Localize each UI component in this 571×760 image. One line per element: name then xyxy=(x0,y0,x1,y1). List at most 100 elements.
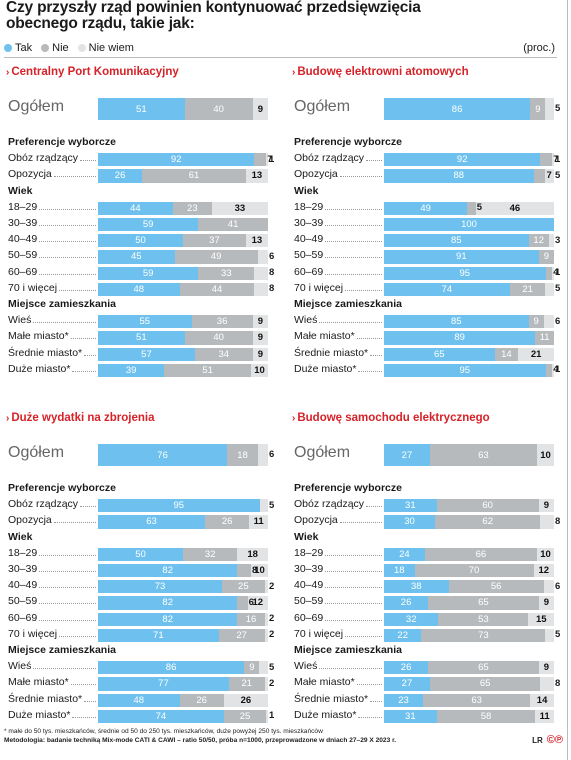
row-bar-seg-tak: 85 xyxy=(384,234,529,248)
row-bar: 73 25 xyxy=(98,580,268,594)
row-bar: 71 27 xyxy=(98,628,268,642)
row-label-text: 60–69 xyxy=(294,611,326,624)
row-bar: 82 16 xyxy=(98,612,268,626)
row-bar: 39 51 10 xyxy=(98,363,268,377)
dot-leader xyxy=(84,347,96,356)
row-bar: 82 12 xyxy=(98,596,268,610)
row-label: 18–29 xyxy=(8,546,96,559)
row-bar-seg-nie-wiem xyxy=(266,153,268,167)
row-bar: 31 60 9 xyxy=(384,499,554,513)
row-label-text: 60–69 xyxy=(294,265,326,278)
row-bar-seg-tak: 92 xyxy=(384,153,541,167)
row-label-text: 40–49 xyxy=(8,233,40,246)
dot-leader xyxy=(345,628,382,637)
row-bar: 95 xyxy=(384,363,554,377)
top-divider xyxy=(4,57,557,58)
dot-leader xyxy=(39,595,96,605)
row-label-text: 40–49 xyxy=(294,233,326,246)
row-label: 30–39 xyxy=(8,217,96,229)
row-bar: 26 61 13 xyxy=(98,169,268,183)
row-bar: 18 70 12 xyxy=(384,564,554,578)
row-bar-seg-nie: 16 xyxy=(237,612,265,626)
row-bar: 51 40 9 xyxy=(98,331,268,345)
row-bar-seg-tak: 32 xyxy=(384,612,439,626)
row-label-text: 60–69 xyxy=(8,611,40,624)
row-label-text: 30–39 xyxy=(294,563,326,575)
row-bar-seg-tak: 88 xyxy=(384,169,534,183)
row-bar: 50 37 13 xyxy=(98,234,268,248)
row-bar-seg-tak: 95 xyxy=(384,363,546,377)
row-bar-seg-nie-wiem xyxy=(540,515,554,529)
dot-leader xyxy=(39,563,96,572)
row-label-text: Obóz rządzący xyxy=(294,498,367,511)
row-bar: 45 49 xyxy=(98,250,268,264)
row-bar: 91 9 xyxy=(384,250,554,264)
dot-leader xyxy=(319,314,382,324)
row-bar-seg-nie: 49 xyxy=(174,250,258,264)
row-bar-seg-nie: 37 xyxy=(183,234,246,248)
row-bar: 26 65 9 xyxy=(384,596,554,610)
row-bar-seg-nie: 32 xyxy=(183,547,238,561)
row-bar-seg-tak: 82 xyxy=(98,612,238,626)
row-bar: 48 26 26 xyxy=(98,693,268,707)
row-label-text: 70 i więcej xyxy=(294,281,346,294)
row-bar: 77 21 xyxy=(98,677,268,691)
row-bar-seg-tak: 92 xyxy=(98,153,255,167)
row-bar-seg-tak: 26 xyxy=(98,169,143,183)
row-label: Średnie miasto* xyxy=(294,346,382,359)
row-bar-seg-tak: 31 xyxy=(384,499,437,513)
row-bar-label-nie-wiem: 5 xyxy=(269,661,275,673)
panel-title-text: Budowę elektrowni atomowych xyxy=(297,66,469,78)
row-bar-seg-nie-wiem xyxy=(540,677,554,691)
row-label-text: 50–59 xyxy=(8,249,40,262)
dot-leader xyxy=(53,168,96,178)
row-bar-seg-tak: 63 xyxy=(98,515,206,529)
row-bar: 49 46 xyxy=(384,201,554,215)
row-bar-seg-nie-wiem xyxy=(545,628,554,642)
panel-3: › Duże wydatki na zbrojenia Ogółem 76 18 6 Pre… xyxy=(6,412,278,732)
row-bar-label-nie-wiem: 5 xyxy=(555,629,561,641)
dot-leader xyxy=(70,676,96,686)
row-bar-seg-tak: 85 xyxy=(384,315,529,329)
group-label: Wiek xyxy=(294,530,319,543)
row-bar: 89 11 xyxy=(384,331,554,345)
group-label: Miejsce zamieszkania xyxy=(294,644,402,656)
footer: * małe do 50 tys. mieszkańców, średnie o… xyxy=(4,727,396,745)
dot-leader xyxy=(325,266,382,275)
row-label-text: 50–59 xyxy=(294,249,326,262)
overall-bar: 51 40 9 xyxy=(98,98,268,120)
row-label: 30–39 xyxy=(294,217,382,229)
row-label: Wieś xyxy=(294,314,382,327)
row-label: Wieś xyxy=(8,314,96,327)
row-bar-seg-tak: 50 xyxy=(98,547,183,561)
row-bar-seg-nie-wiem: 10 xyxy=(250,564,268,578)
row-bar: 30 62 xyxy=(384,515,554,529)
row-bar: 86 9 xyxy=(98,661,268,675)
row-bar-label-nie-wiem: 6 xyxy=(555,315,561,327)
panel-title: › Budowę samochodu elektrycznego xyxy=(292,412,490,424)
row-label: 40–49 xyxy=(8,579,96,592)
row-bar-seg-nie: 9 xyxy=(538,250,554,264)
row-label-text: 30–39 xyxy=(8,217,40,229)
dot-leader xyxy=(319,660,382,670)
row-bar-label-nie-wiem: 1 xyxy=(269,710,275,722)
row-bar-seg-nie-wiem: 14 xyxy=(530,693,554,707)
row-bar-seg-nie-wiem xyxy=(545,169,554,183)
dot-leader xyxy=(72,363,96,372)
row-bar-seg-nie-wiem: 9 xyxy=(252,347,268,361)
row-label: Obóz rządzący xyxy=(8,152,96,165)
row-label-text: 30–39 xyxy=(8,563,40,575)
row-bar-seg-tak: 38 xyxy=(384,580,449,594)
overall-bar-seg-nie: 9 xyxy=(530,98,546,120)
row-bar-seg-nie: 9 xyxy=(528,315,544,329)
panel-title-text: Centralny Port Komunikacyjny xyxy=(11,66,179,78)
dot-leader xyxy=(80,152,96,162)
row-bar-seg-nie-wiem: 9 xyxy=(252,315,268,329)
row-bar-label-nie-wiem: 2 xyxy=(269,580,275,592)
row-bar-seg-tak: 26 xyxy=(384,661,429,675)
row-label: 60–69 xyxy=(8,611,96,624)
row-label: Średnie miasto* xyxy=(8,692,96,705)
row-bar-label-nie-wiem: 8 xyxy=(269,283,275,295)
dot-leader xyxy=(39,249,96,259)
dot-leader xyxy=(356,330,382,340)
